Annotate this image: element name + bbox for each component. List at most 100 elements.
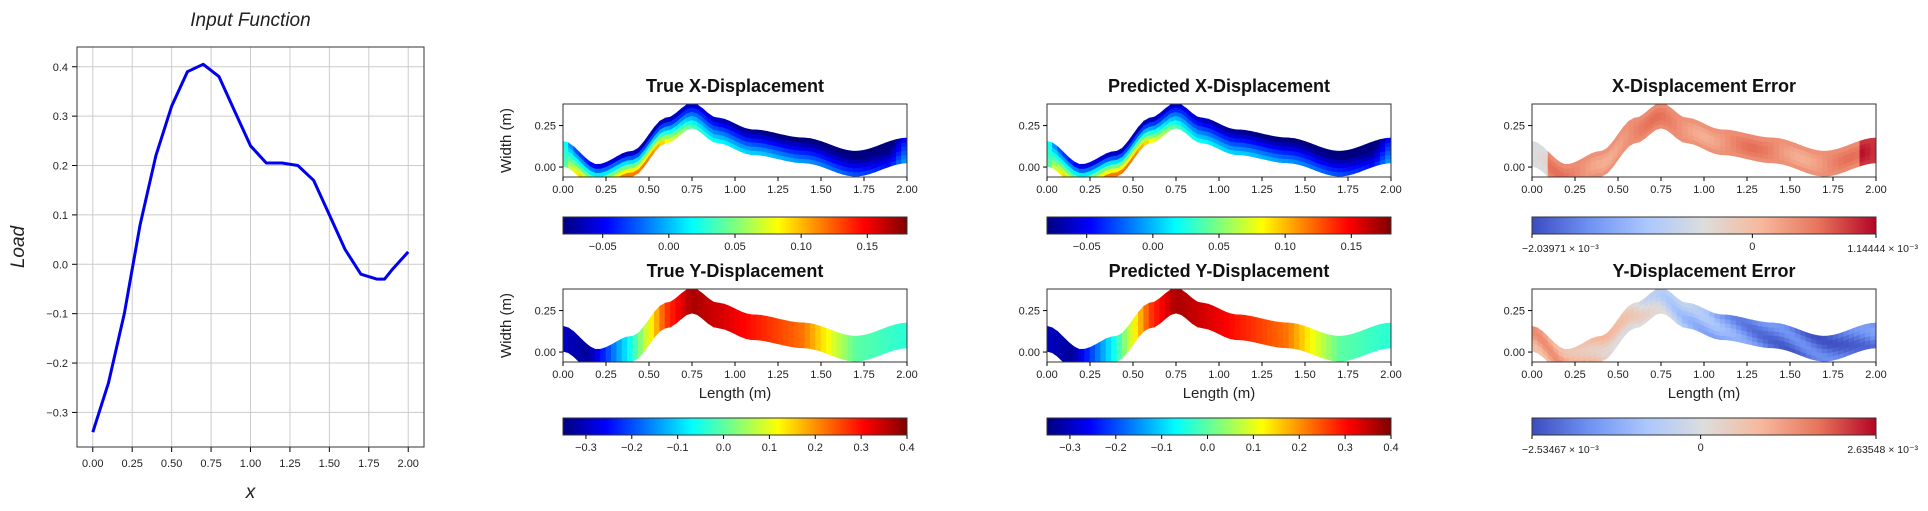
x-tick-label: 0.00 <box>1521 369 1542 381</box>
field-cell <box>1229 128 1236 135</box>
field-cell <box>1870 154 1876 160</box>
field-cell <box>756 129 763 135</box>
y-tick-label: −0.1 <box>46 309 68 321</box>
field-cell <box>1256 132 1263 139</box>
field-cell <box>1234 326 1241 332</box>
x-tick-label: 1.50 <box>1294 184 1315 196</box>
err-x-panel: 0.00 0.25 0.50 0.75 1.00 1.25 1.50 1.75 2.00 0.00… <box>1504 76 1919 255</box>
colorbar-tick-label: 0.10 <box>790 241 811 253</box>
colorbar-tick-label: 0.0 <box>716 442 731 454</box>
field-cell <box>1864 322 1871 330</box>
field-cell <box>1870 137 1876 143</box>
y-tick-label: −0.2 <box>46 358 68 370</box>
field-cell <box>1563 168 1570 173</box>
x-tick-label: 1.00 <box>1693 184 1714 196</box>
field-cell <box>1821 159 1828 165</box>
x-tick-label: 1.25 <box>1736 184 1757 196</box>
field-cell <box>1336 171 1343 177</box>
field-cell <box>1563 163 1570 169</box>
field-cell <box>901 330 907 337</box>
colorbar-tick-label: 0.15 <box>1341 241 1362 253</box>
field-cell <box>1714 313 1721 320</box>
field-cell <box>1741 132 1748 139</box>
field-cell <box>1261 133 1268 140</box>
field-cell <box>1563 353 1570 358</box>
field-cell <box>852 356 859 362</box>
field-cell <box>809 323 816 330</box>
field-cell <box>1730 315 1737 322</box>
field-cell <box>1272 320 1279 327</box>
field-cell <box>1821 344 1828 350</box>
true-y-panel: 0.00 0.25 0.50 0.75 1.00 1.25 1.50 1.75 2.000.00… <box>498 261 918 454</box>
field-cell <box>1379 137 1386 145</box>
field-cell <box>852 154 859 160</box>
field-cell <box>1234 141 1241 147</box>
field-cell <box>1741 317 1748 324</box>
field-cell <box>1283 326 1290 332</box>
field-cell <box>1283 330 1290 336</box>
x-tick-label: 1.50 <box>810 184 831 196</box>
field-cell <box>1821 167 1828 173</box>
field-cell <box>1768 322 1775 328</box>
y-tick-label: 0.25 <box>1504 121 1525 133</box>
y-axis-label: Width (m) <box>498 108 515 173</box>
field-cell <box>1288 322 1295 329</box>
field-cell <box>1385 150 1391 156</box>
x-tick-label: 1.00 <box>1208 369 1229 381</box>
field-cell <box>1554 178 1559 187</box>
x-tick-label: 1.50 <box>810 369 831 381</box>
field-cell <box>594 168 601 173</box>
field-cell <box>1827 334 1834 341</box>
field-cell <box>901 335 907 341</box>
field-cell <box>1293 138 1300 145</box>
field-cell <box>858 334 865 341</box>
x-tick-label: 1.25 <box>1251 184 1272 196</box>
field-cell <box>1283 158 1290 164</box>
field-cell <box>852 352 859 358</box>
colorbar-tick-label: 0.4 <box>1383 442 1398 454</box>
pred-y-panel: 0.00 0.25 0.50 0.75 1.00 1.25 1.50 1.75 2.000.00… <box>1019 261 1402 454</box>
field-cell <box>1240 129 1247 135</box>
field-cell <box>1336 344 1343 350</box>
x-tick-label: 1.25 <box>279 458 300 470</box>
field-cell <box>1277 136 1284 143</box>
field-cell <box>1283 343 1290 349</box>
field-cell <box>852 348 859 354</box>
field-cell <box>1234 145 1241 151</box>
field-cell <box>1821 335 1828 341</box>
x-tick-label: 0.25 <box>1079 184 1100 196</box>
field-cell <box>1326 148 1333 156</box>
field-cell <box>1336 335 1343 341</box>
field-cell <box>594 348 601 354</box>
field-cell <box>1342 149 1349 156</box>
plot-frame <box>76 46 425 448</box>
field-cell <box>1234 318 1241 324</box>
y-tick-label: 0.00 <box>1019 347 1040 359</box>
y-tick-label: 0.3 <box>53 111 68 123</box>
field-cell <box>1768 158 1775 164</box>
field-cell <box>1655 289 1662 295</box>
field-cell <box>809 138 816 145</box>
field-cell <box>1757 135 1764 142</box>
field-cell <box>1267 134 1274 141</box>
field-cell <box>799 141 806 147</box>
true-y-title: True Y-Displacement <box>647 261 824 281</box>
y-tick-label: 0.25 <box>1019 121 1040 133</box>
x-tick-label: 2.00 <box>1865 369 1886 381</box>
field-cell <box>1719 330 1726 336</box>
y-tick-label: −0.3 <box>46 407 68 419</box>
field-cell <box>1385 330 1391 337</box>
err-x-colorbar: 0 −2.03971 × 10⁻³ 1.14444 × 10⁻³ <box>1522 216 1919 255</box>
colorbar-tick-label: −0.2 <box>1105 442 1127 454</box>
x-tick-label: 0.75 <box>1165 369 1186 381</box>
field-cell <box>772 317 779 324</box>
field-cell <box>1870 343 1876 349</box>
field-cell <box>1778 138 1785 145</box>
y-tick-label: 0.25 <box>1019 306 1040 318</box>
field-cell <box>1719 150 1726 156</box>
field-cell <box>1719 335 1726 341</box>
x-tick-label: 0.50 <box>1122 184 1143 196</box>
x-tick-label: 1.75 <box>1337 369 1358 381</box>
field-cell <box>1768 339 1775 345</box>
field-cell <box>793 136 800 143</box>
